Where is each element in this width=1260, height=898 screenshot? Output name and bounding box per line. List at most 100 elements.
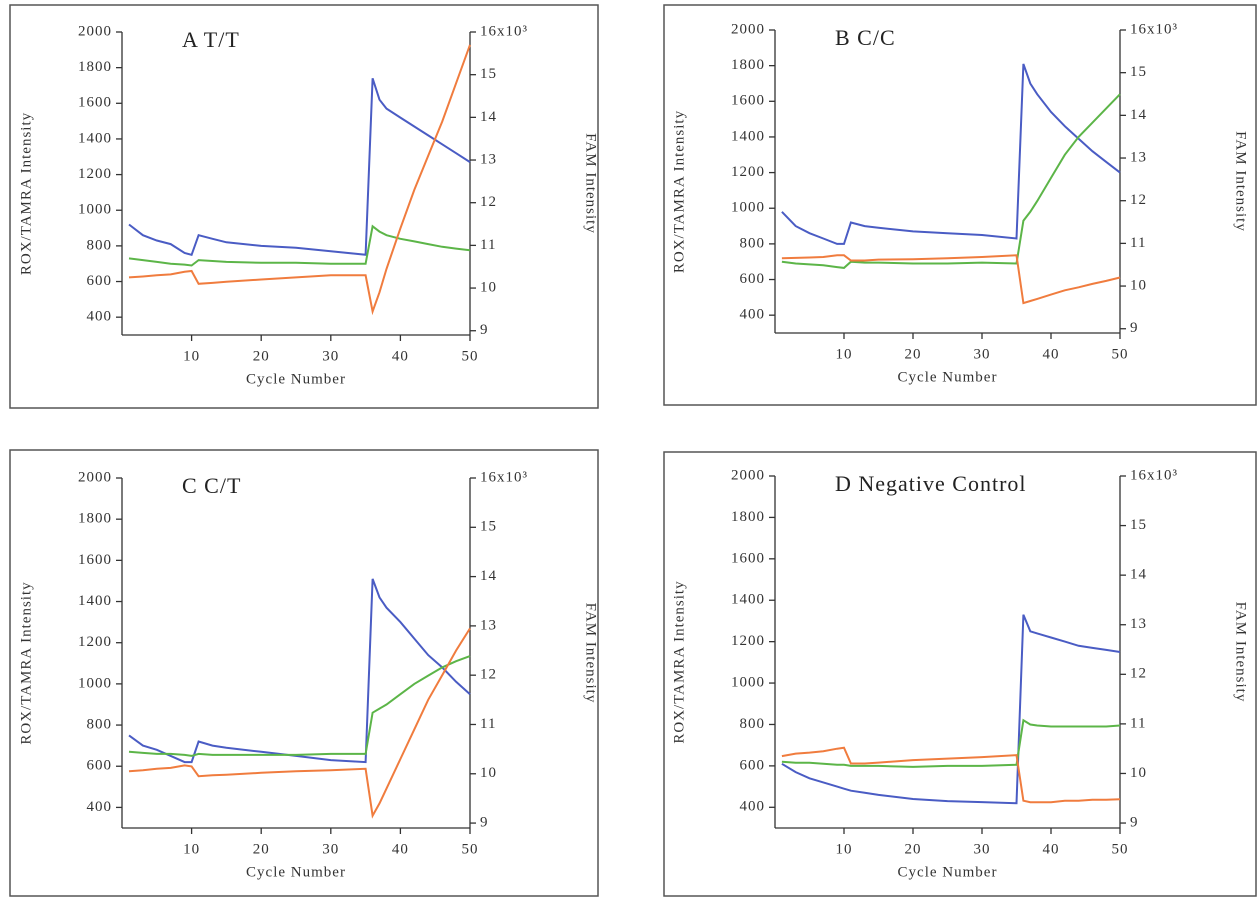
y2-tick-label: 11 (480, 237, 496, 253)
y-tick-label: 600 (740, 757, 766, 773)
series-line (781, 614, 1121, 805)
y-tick-label: 2000 (731, 467, 765, 483)
series-line (128, 627, 471, 819)
x-tick-label: 50 (462, 348, 479, 364)
x-tick-label: 50 (462, 841, 479, 857)
series-line (128, 578, 471, 764)
y-tick-label: 800 (87, 237, 113, 253)
x-tick-label: 30 (974, 346, 991, 362)
y2-tick-label: 10 (480, 279, 497, 295)
y-tick-label: 1000 (731, 674, 765, 690)
y2-tick-label: 12 (480, 667, 497, 683)
y2-tick-label: 15 (1130, 64, 1147, 80)
x-tick-label: 10 (183, 348, 200, 364)
y-tick-label: 1600 (78, 95, 112, 111)
x-tick-label: 40 (392, 841, 409, 857)
x-tick-label: 30 (322, 841, 339, 857)
y2-tick-label: 9 (480, 322, 489, 338)
x-tick-label: 20 (905, 841, 922, 857)
y2-tick-label: 16x10³ (1130, 21, 1178, 37)
y-tick-label: 1600 (78, 552, 112, 568)
y-tick-label: 800 (740, 235, 766, 251)
y-tick-label: 1000 (78, 675, 112, 691)
y2-tick-label: 11 (480, 716, 496, 732)
y-tick-label: 1600 (731, 93, 765, 109)
y-tick-label: 600 (87, 758, 113, 774)
x-tick-label: 10 (183, 841, 200, 857)
y-tick-label: 600 (740, 271, 766, 287)
panel-border (9, 449, 599, 897)
y-tick-label: 400 (87, 799, 113, 815)
y2-tick-label: 15 (480, 66, 497, 82)
panel-border (663, 4, 1257, 406)
x-tick-label: 30 (322, 348, 339, 364)
x-axis-label: Cycle Number (898, 864, 998, 880)
x-tick-label: 20 (905, 346, 922, 362)
y2-tick-label: 11 (1130, 715, 1146, 731)
x-tick-label: 50 (1112, 841, 1129, 857)
x-tick-label: 10 (836, 346, 853, 362)
y2-tick-label: 12 (1130, 192, 1147, 208)
series-line (781, 93, 1121, 269)
y2-tick-label: 12 (480, 194, 497, 210)
y-tick-label: 1400 (78, 593, 112, 609)
y2-tick-label: 13 (1130, 149, 1147, 165)
y2-tick-label: 10 (1130, 765, 1147, 781)
chart-title: A T/T (182, 27, 240, 52)
y2-tick-label: 11 (1130, 235, 1146, 251)
y-tick-label: 1000 (731, 200, 765, 216)
y-tick-label: 1600 (731, 550, 765, 566)
panel-border (663, 451, 1257, 897)
series-line (781, 63, 1121, 245)
y2-tick-label: 15 (1130, 517, 1147, 533)
y2-tick-label: 14 (480, 109, 497, 125)
x-tick-label: 30 (974, 841, 991, 857)
y2-tick-label: 10 (1130, 277, 1147, 293)
y-axis-label: ROX/TAMRA Intensity (18, 112, 34, 275)
y-tick-label: 1400 (78, 130, 112, 146)
y2-tick-label: 9 (480, 815, 489, 831)
panel-border (9, 4, 599, 409)
y-tick-label: 1800 (731, 57, 765, 73)
y2-tick-label: 16x10³ (480, 469, 528, 485)
series-line (128, 224, 471, 267)
series-line (128, 655, 471, 757)
y2-tick-label: 16x10³ (480, 23, 528, 39)
x-tick-label: 50 (1112, 346, 1129, 362)
y2-tick-label: 13 (480, 617, 497, 633)
y-tick-label: 1800 (731, 509, 765, 525)
y2-tick-label: 14 (480, 568, 497, 584)
y2-tick-label: 15 (480, 519, 497, 535)
x-tick-label: 40 (1043, 346, 1060, 362)
y-tick-label: 1800 (78, 511, 112, 527)
series-line (781, 746, 1121, 804)
y2-tick-label: 14 (1130, 107, 1147, 123)
y-tick-label: 400 (740, 799, 766, 815)
y2-tick-label: 14 (1130, 567, 1147, 583)
y-tick-label: 600 (87, 273, 113, 289)
series-line (781, 254, 1121, 305)
x-tick-label: 20 (253, 348, 270, 364)
y-tick-label: 2000 (78, 23, 112, 39)
x-tick-label: 40 (392, 348, 409, 364)
y-tick-label: 400 (740, 307, 766, 323)
series-line (781, 718, 1121, 768)
x-axis-label: Cycle Number (246, 864, 346, 880)
y-axis-label: ROX/TAMRA Intensity (671, 110, 687, 273)
chart-title: C C/T (182, 473, 241, 498)
y-tick-label: 1200 (731, 633, 765, 649)
y-tick-label: 1200 (78, 166, 112, 182)
y-tick-label: 2000 (78, 469, 112, 485)
y2-tick-label: 13 (480, 151, 497, 167)
y2-tick-label: 9 (1130, 814, 1139, 830)
y-tick-label: 1200 (731, 164, 765, 180)
x-tick-label: 20 (253, 841, 270, 857)
y-tick-label: 1000 (78, 202, 112, 218)
y-axis-label: ROX/TAMRA Intensity (18, 581, 34, 744)
y2-axis-label: FAM Intensity (1233, 131, 1249, 232)
y2-axis-label: FAM Intensity (583, 133, 599, 234)
y-tick-label: 1400 (731, 128, 765, 144)
series-line (128, 44, 471, 316)
y2-axis-label: FAM Intensity (583, 603, 599, 704)
